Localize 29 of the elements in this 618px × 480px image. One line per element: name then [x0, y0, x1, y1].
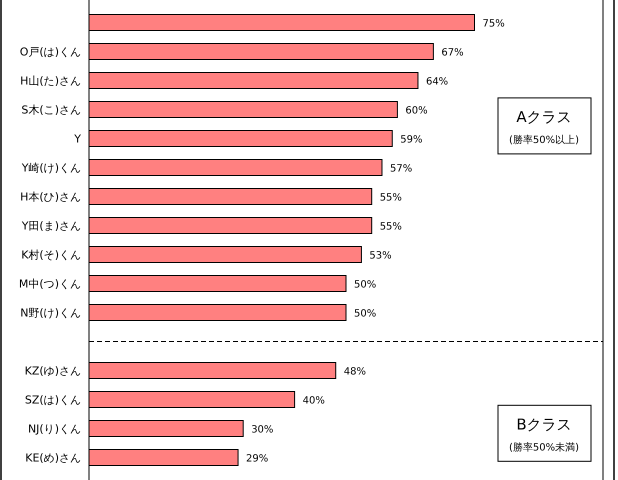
- data-label: 53%: [369, 250, 392, 262]
- data-label: 30%: [251, 424, 274, 436]
- data-label: 75%: [482, 18, 505, 30]
- data-label: 48%: [344, 366, 366, 378]
- data-label: 50%: [354, 308, 376, 320]
- y-tick-label: Y: [73, 132, 82, 146]
- y-tick-label: Y田(ま)さん: [20, 220, 81, 232]
- data-label: 67%: [441, 48, 464, 58]
- y-tick-label: N野(け)くん: [20, 306, 81, 320]
- data-label: 29%: [246, 454, 268, 464]
- y-tick-label: S木(こ)さん: [21, 104, 81, 116]
- y-tick-label: KZ(ゆ)さん: [24, 364, 81, 378]
- data-label: 55%: [380, 222, 402, 232]
- y-tick-label: M中(つ)くん: [18, 278, 81, 290]
- y-tick-label: NJ(り)くん: [28, 422, 81, 436]
- y-tick-label: Y崎(け)くん: [20, 162, 81, 174]
- data-label: 64%: [426, 76, 448, 88]
- data-label: 55%: [380, 192, 402, 204]
- data-label: 59%: [400, 134, 422, 146]
- y-tick-label: H本(ひ)さん: [20, 190, 81, 204]
- y-tick-label: K村(そ)くん: [21, 248, 81, 262]
- y-tick-label: H山(た)さん: [20, 74, 81, 88]
- y-tick-label: SZ(は)くん: [24, 394, 81, 406]
- data-label: 40%: [302, 396, 325, 406]
- data-label: 60%: [405, 106, 428, 116]
- data-label: 50%: [354, 280, 376, 290]
- y-tick-label: O戸(は)くん: [20, 46, 81, 58]
- y-tick-label: KE(め)さん: [25, 452, 81, 464]
- data-label: 57%: [390, 164, 412, 174]
